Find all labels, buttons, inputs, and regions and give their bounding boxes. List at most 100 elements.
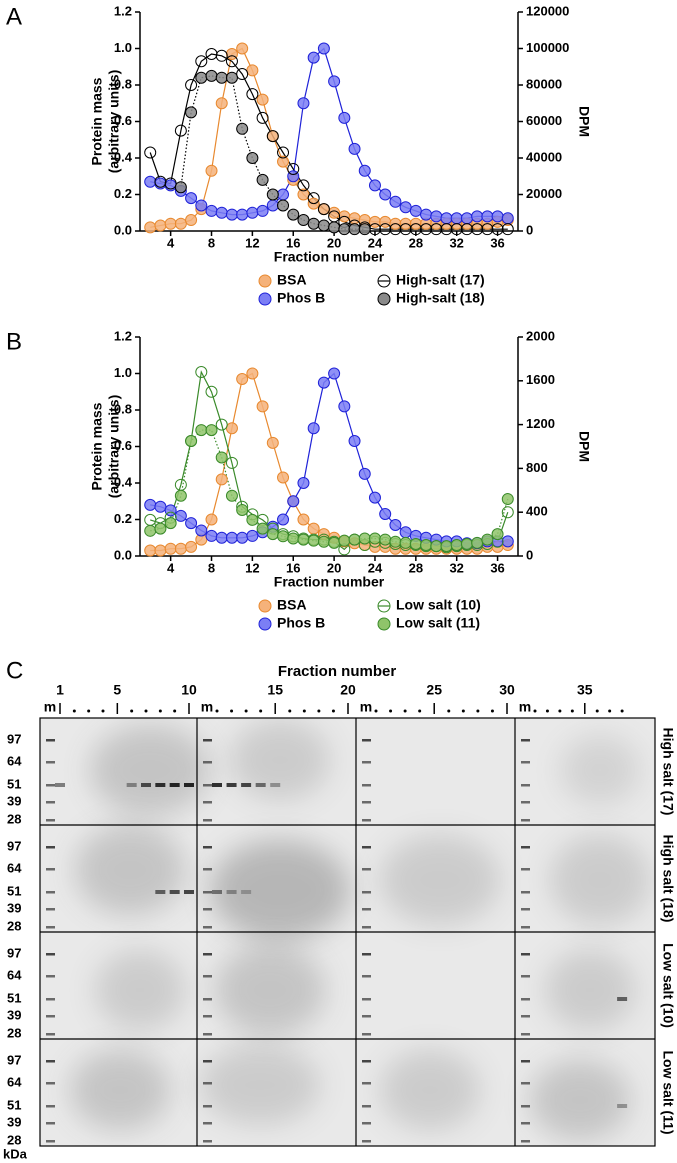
lane-dot (288, 709, 292, 713)
gel-smudge (530, 1060, 630, 1140)
gel-smudge (200, 1045, 320, 1125)
data-point (501, 493, 514, 506)
data-point (399, 201, 412, 214)
data-point (277, 199, 290, 212)
y2-tick-label: 2000 (526, 328, 555, 343)
mw-label: 97 (7, 945, 21, 960)
data-point (460, 223, 473, 236)
gel-smudge (545, 950, 635, 1030)
data-point (287, 162, 300, 175)
marker-band (203, 784, 212, 787)
lane-dot (608, 709, 612, 713)
gel-smudge (95, 950, 185, 1030)
data-point (420, 208, 433, 221)
mw-label: 97 (7, 1052, 21, 1067)
marker-band (521, 1140, 530, 1143)
marker-band (46, 846, 55, 849)
mw-label: 64 (7, 860, 22, 875)
marker-band (521, 1082, 530, 1085)
series-line (150, 372, 508, 552)
y-tick-label: 0.2 (114, 186, 132, 201)
data-point (246, 64, 259, 77)
marker-band (46, 1060, 55, 1063)
data-point (195, 71, 208, 84)
lane-dot (595, 709, 599, 713)
data-point (501, 535, 514, 548)
gel-title: Fraction number (278, 663, 397, 680)
mw-label: 64 (7, 967, 22, 982)
data-point (450, 223, 463, 236)
data-point (471, 210, 484, 223)
marker-band (46, 1140, 55, 1143)
data-point (266, 436, 279, 449)
y2-tick-label: 0 (526, 222, 533, 237)
marker-band (203, 1082, 212, 1085)
y-tick-label: 0.6 (114, 113, 132, 128)
marker-band (521, 1015, 530, 1018)
y2-tick-label: 1600 (526, 372, 555, 387)
data-point (277, 146, 290, 159)
y2-tick-label: 400 (526, 504, 548, 519)
row-label: High salt (18) (660, 835, 676, 923)
data-point (317, 376, 330, 389)
marker-band (203, 801, 212, 804)
marker-band (203, 953, 212, 956)
mw-label: 28 (7, 918, 21, 933)
marker-band (362, 1015, 371, 1018)
lane-dot (259, 709, 263, 713)
legend-marker (377, 617, 391, 631)
data-point (144, 498, 157, 511)
data-point (185, 106, 198, 119)
y-tick-label: 0.6 (114, 438, 132, 453)
data-point (430, 210, 443, 223)
marker-band (46, 819, 55, 822)
marker-band (203, 998, 212, 1001)
gel-smudge (550, 835, 650, 925)
marker-band (203, 1140, 212, 1143)
y2-tick-label: 20000 (526, 186, 562, 201)
row-label: High salt (17) (660, 728, 676, 816)
lane-dot (545, 709, 549, 713)
data-point (358, 223, 371, 236)
data-point (236, 372, 249, 385)
protein-band (226, 890, 237, 894)
marker-band (203, 739, 212, 742)
data-point (368, 179, 381, 192)
data-point (358, 164, 371, 177)
row-label: Low salt (10) (660, 943, 676, 1028)
marker-band (362, 739, 371, 742)
data-point (185, 192, 198, 205)
data-point (491, 210, 504, 223)
data-point (307, 192, 320, 205)
lane-dot (130, 709, 134, 713)
data-point (195, 199, 208, 212)
data-point (430, 540, 443, 553)
data-point (174, 217, 187, 230)
marker-band (46, 1082, 55, 1085)
data-point (368, 491, 381, 504)
lane-number: 5 (113, 682, 121, 698)
mw-unit: kDa (3, 1146, 28, 1161)
data-point (215, 473, 228, 486)
data-point (215, 418, 228, 431)
y-tick-label: 1.0 (114, 365, 132, 380)
protein-band (155, 783, 166, 787)
data-point (144, 524, 157, 537)
data-point (399, 536, 412, 549)
mw-label: 28 (7, 1132, 21, 1147)
marker-band (362, 846, 371, 849)
row-label: Low salt (11) (660, 1050, 676, 1134)
marker-band (46, 891, 55, 894)
data-point (236, 504, 249, 517)
data-point (460, 212, 473, 225)
data-point (246, 206, 259, 219)
data-point (164, 542, 177, 555)
x-tick-label: 28 (409, 560, 423, 575)
data-point (174, 124, 187, 137)
lane-dot (72, 709, 76, 713)
lane-dot (533, 709, 537, 713)
data-point (225, 71, 238, 84)
mw-label: 51 (7, 883, 21, 898)
data-point (338, 534, 351, 547)
y-tick-label: 0.8 (114, 76, 132, 91)
